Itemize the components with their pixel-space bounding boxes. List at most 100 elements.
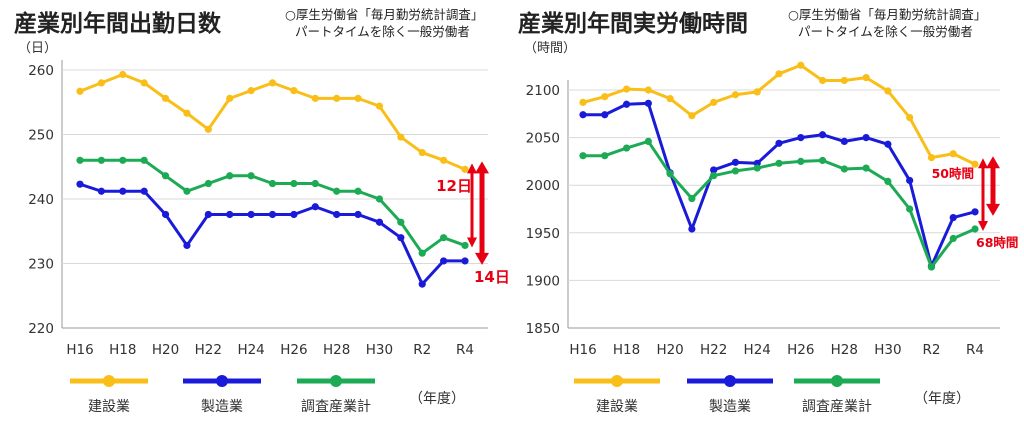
data-point-manufacturing <box>906 176 914 185</box>
data-point-construction <box>927 153 936 162</box>
x-tick-label: H18 <box>109 342 136 358</box>
data-point-all-industries <box>268 179 277 188</box>
data-point-construction <box>247 87 255 95</box>
y-tick-label: 240 <box>28 192 54 208</box>
series-line-all-industries <box>80 158 466 255</box>
data-point-manufacturing <box>333 210 341 219</box>
data-point-all-industries <box>247 172 255 180</box>
x-tick-label: H20 <box>152 342 179 358</box>
data-point-all-industries <box>840 165 848 173</box>
legend-marker-manufacturing <box>724 375 736 387</box>
annotation-gap-top: 50時間 <box>932 166 974 181</box>
data-point-manufacturing <box>644 99 652 107</box>
data-point-manufacturing <box>418 280 426 288</box>
series-line-construction <box>79 73 466 171</box>
x-tick-label: H24 <box>744 342 771 358</box>
data-point-construction <box>97 79 105 87</box>
data-point-all-industries <box>354 187 362 195</box>
legend-marker-construction <box>103 375 115 387</box>
data-point-construction <box>622 85 631 93</box>
data-point-all-industries <box>666 170 674 178</box>
y-tick-label: 1950 <box>526 226 560 242</box>
x-tick-label: H30 <box>874 342 901 358</box>
data-point-construction <box>666 94 674 103</box>
data-point-all-industries <box>622 144 631 152</box>
difference-arrow-secondary-head-bottom <box>467 237 477 248</box>
data-point-all-industries <box>884 177 892 185</box>
legend-label-manufacturing: 製造業 <box>709 399 751 415</box>
data-point-construction <box>226 94 234 102</box>
legend-marker-manufacturing <box>216 375 228 387</box>
data-point-construction <box>268 79 277 87</box>
data-point-manufacturing <box>731 158 740 166</box>
data-point-manufacturing <box>354 210 362 219</box>
y-tick-label: 2000 <box>526 178 560 194</box>
data-point-all-industries <box>579 152 587 160</box>
right-y-unit-label: （時間） <box>524 41 577 56</box>
data-point-construction <box>440 156 448 164</box>
data-point-manufacturing <box>622 100 631 108</box>
data-point-construction <box>862 74 870 82</box>
x-tick-label: H22 <box>700 342 727 358</box>
difference-arrow-head-bottom <box>986 203 1000 216</box>
data-point-construction <box>710 98 718 106</box>
data-point-construction <box>601 93 609 101</box>
left-source-line1: ○厚生労働省「毎月勤労統計調査」 <box>285 7 484 22</box>
data-point-manufacturing <box>710 166 718 174</box>
left-source-line2: パートタイムを除く一般労働者 <box>295 24 470 39</box>
left-chart-source-note: ○厚生労働省「毎月勤労統計調査」 パートタイムを除く一般労働者 <box>285 6 483 40</box>
data-point-construction <box>884 87 892 95</box>
x-tick-label: H16 <box>66 342 93 358</box>
x-tick-label: H22 <box>195 342 222 358</box>
data-point-manufacturing <box>268 210 277 219</box>
data-point-all-industries <box>461 241 469 250</box>
data-point-construction <box>688 112 696 120</box>
data-point-all-industries <box>927 263 936 271</box>
data-point-all-industries <box>290 179 298 188</box>
x-tick-label: R4 <box>456 342 474 358</box>
data-point-construction <box>354 94 362 102</box>
data-point-all-industries <box>753 164 761 172</box>
data-point-manufacturing <box>440 257 448 265</box>
difference-arrow-secondary-head-top <box>978 158 988 169</box>
x-tick-label: R2 <box>413 342 431 358</box>
right-source-line2: パートタイムを除く一般労働者 <box>798 24 973 39</box>
data-point-construction <box>775 70 783 78</box>
data-point-all-industries <box>311 179 319 188</box>
x-tick-label: H26 <box>280 342 307 358</box>
annotation-gap-bottom: 14日 <box>474 268 510 286</box>
data-point-all-industries <box>601 152 609 160</box>
legend-label-all-industries: 調査産業計 <box>301 399 371 415</box>
data-point-manufacturing <box>688 225 696 233</box>
data-point-manufacturing <box>797 134 805 142</box>
legend-marker-all-industries <box>831 375 843 387</box>
data-point-all-industries <box>119 156 127 164</box>
legend-label-construction: 建設業 <box>88 399 130 415</box>
data-point-all-industries <box>440 234 448 242</box>
data-point-all-industries <box>818 156 827 165</box>
data-point-all-industries <box>183 187 191 195</box>
difference-arrow-head-bottom <box>475 252 489 265</box>
legend-marker-construction <box>611 375 623 387</box>
data-point-all-industries <box>862 164 870 172</box>
left-chart-svg: 220 230 240 250 260 H16 H18 H20 H22 H24 H26 H28 H30 R… <box>28 60 510 415</box>
data-point-construction <box>311 94 319 102</box>
data-point-all-industries <box>949 234 957 243</box>
data-point-all-industries <box>375 195 384 203</box>
annotation-gap-top: 12日 <box>436 177 472 195</box>
x-tick-label: H16 <box>569 342 596 358</box>
y-tick-label: 2050 <box>526 131 560 147</box>
data-point-manufacturing <box>579 111 587 119</box>
data-point-manufacturing <box>397 234 405 242</box>
data-point-manufacturing <box>840 137 848 146</box>
data-point-construction <box>418 148 426 157</box>
data-point-construction <box>161 94 170 102</box>
data-point-all-industries <box>644 137 652 146</box>
data-point-manufacturing <box>949 213 957 222</box>
data-point-all-industries <box>226 172 234 180</box>
x-axis-year-label: （年度） <box>914 391 970 407</box>
y-tick-label: 250 <box>28 128 54 144</box>
x-tick-label: H18 <box>613 342 640 358</box>
data-point-manufacturing <box>311 203 319 211</box>
data-point-manufacturing <box>161 210 170 219</box>
